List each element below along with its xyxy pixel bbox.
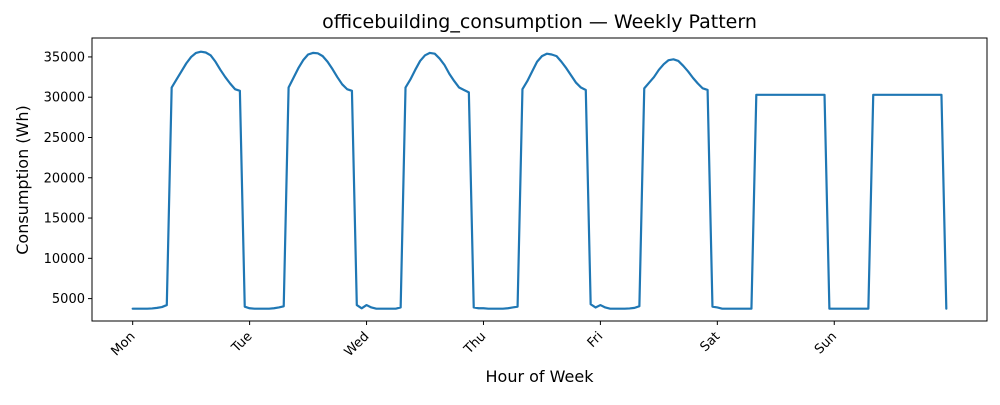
y-tick-label: 5000 xyxy=(52,292,85,307)
y-tick-label: 35000 xyxy=(44,50,85,65)
y-tick-label: 10000 xyxy=(44,252,85,267)
axes-frame xyxy=(91,37,988,322)
y-tick-label: 25000 xyxy=(44,131,85,146)
y-tick-label: 15000 xyxy=(44,212,85,227)
y-axis-title: Consumption (Wh) xyxy=(13,105,32,255)
y-axis-ticks: 5000 10000 15000 20000 25000 30000 35000 xyxy=(44,50,92,307)
y-tick-label: 30000 xyxy=(44,91,85,106)
y-tick-label: 20000 xyxy=(44,171,85,186)
x-axis-title: Hour of Week xyxy=(486,367,595,386)
chart-title: officebuilding_consumption — Weekly Patt… xyxy=(322,11,757,33)
plot-marks xyxy=(131,50,948,310)
series-line-0 xyxy=(131,50,948,310)
